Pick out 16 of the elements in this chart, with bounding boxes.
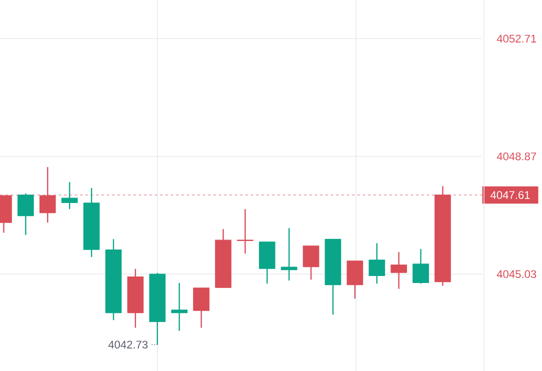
candlestick (368, 242, 386, 284)
candlestick (61, 182, 78, 210)
candlestick (18, 192, 34, 236)
y-tick-label: 4045.03 (496, 270, 536, 278)
candlestick (302, 245, 320, 280)
candlestick (346, 260, 364, 300)
candlestick (280, 228, 298, 282)
candlestick (237, 208, 254, 254)
ref-line-label: 4047.61 (490, 191, 530, 199)
y-tick-label: 4052.71 (496, 34, 536, 43)
candlestick (193, 287, 210, 328)
candlestick (390, 251, 407, 290)
annotation: 4042.73 (108, 340, 148, 349)
y-tick-label: 4048.87 (496, 152, 536, 160)
candlestick (171, 282, 188, 332)
candlestick (412, 248, 429, 284)
